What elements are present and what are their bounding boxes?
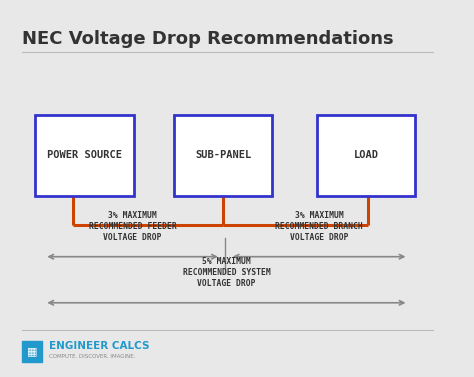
FancyBboxPatch shape [36,115,134,196]
Text: SUB-PANEL: SUB-PANEL [195,150,251,160]
Text: 5% MAXIMUM
RECOMMENDED SYSTEM
VOLTAGE DROP: 5% MAXIMUM RECOMMENDED SYSTEM VOLTAGE DR… [182,257,270,288]
Text: POWER SOURCE: POWER SOURCE [47,150,122,160]
Text: 3% MAXIMUM
RECOMMENDED FEEDER
VOLTAGE DROP: 3% MAXIMUM RECOMMENDED FEEDER VOLTAGE DR… [89,211,176,242]
Text: LOAD: LOAD [354,150,379,160]
Text: ENGINEER CALCS: ENGINEER CALCS [49,341,149,351]
Text: NEC Voltage Drop Recommendations: NEC Voltage Drop Recommendations [22,30,394,48]
FancyBboxPatch shape [174,115,272,196]
Text: 3% MAXIMUM
RECOMMENDED BRANCH
VOLTAGE DROP: 3% MAXIMUM RECOMMENDED BRANCH VOLTAGE DR… [275,211,363,242]
Text: ▦: ▦ [27,346,37,356]
FancyBboxPatch shape [22,342,42,362]
FancyBboxPatch shape [317,115,415,196]
Text: COMPUTE. DISCOVER. IMAGINE.: COMPUTE. DISCOVER. IMAGINE. [49,354,135,360]
